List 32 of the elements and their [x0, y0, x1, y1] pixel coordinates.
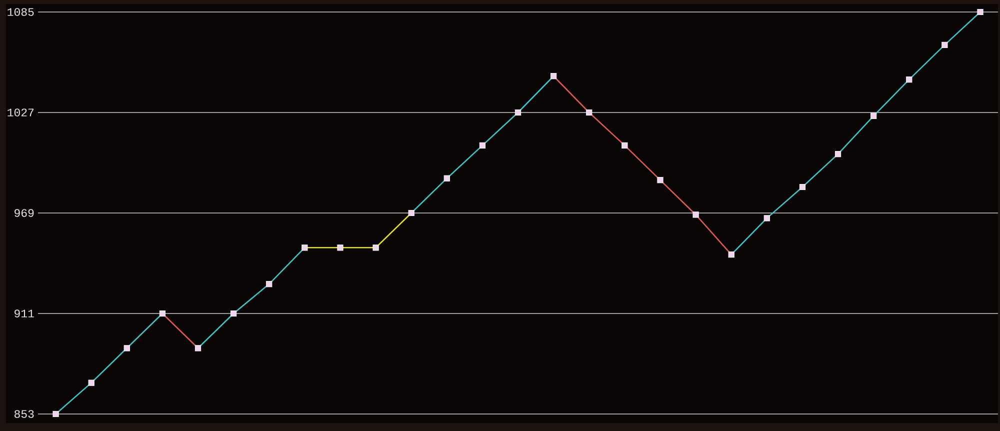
point — [266, 280, 272, 288]
point — [657, 177, 664, 184]
point — [728, 252, 734, 258]
point — [124, 345, 130, 352]
point — [514, 109, 522, 116]
point — [52, 410, 59, 418]
point — [408, 210, 414, 216]
y-tick-label: 969 — [14, 209, 34, 217]
y-tick-label: 1085 — [8, 8, 34, 16]
point — [444, 175, 450, 182]
point — [977, 8, 984, 16]
point — [942, 42, 948, 48]
point — [764, 215, 770, 222]
point — [194, 345, 202, 352]
point — [799, 184, 806, 190]
point — [586, 109, 592, 116]
y-tick-label: 853 — [14, 410, 34, 418]
point — [479, 142, 486, 148]
point — [622, 142, 628, 148]
point — [230, 310, 237, 317]
point — [906, 76, 912, 83]
point — [550, 73, 557, 80]
point — [870, 112, 877, 120]
point — [372, 244, 379, 251]
point — [159, 310, 166, 317]
point — [337, 244, 344, 251]
y-tick-label: 1027 — [8, 108, 34, 116]
point — [302, 244, 308, 251]
point — [88, 380, 94, 386]
point — [834, 151, 842, 158]
point — [692, 212, 699, 218]
y-tick-label: 911 — [14, 310, 34, 318]
